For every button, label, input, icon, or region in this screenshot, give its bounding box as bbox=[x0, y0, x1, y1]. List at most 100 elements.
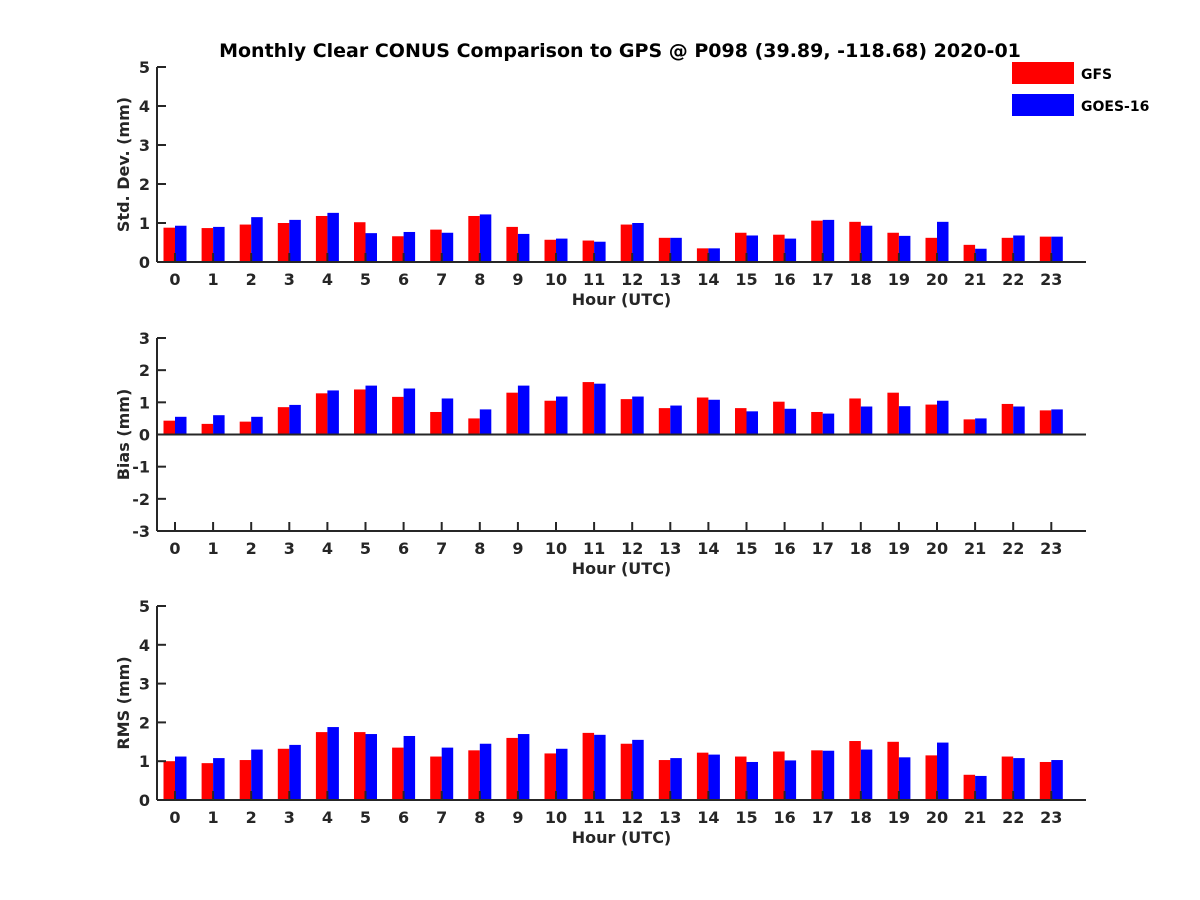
bar-bias-goes16-hour-4 bbox=[327, 390, 339, 435]
bar-bias-gfs-hour-23 bbox=[1039, 410, 1052, 435]
x-tick-label-bias-4: 4 bbox=[322, 539, 333, 558]
bar-rms-gfs-hour-19 bbox=[887, 741, 899, 800]
bar-rms-goes16-hour-1 bbox=[213, 758, 225, 800]
x-tick-label-bias-0: 0 bbox=[169, 539, 180, 558]
x-tick-label-bias-10: 10 bbox=[545, 539, 567, 558]
bar-rms-goes16-hour-14 bbox=[708, 754, 720, 800]
bar-bias-goes16-hour-11 bbox=[594, 383, 606, 435]
legend-swatch-goes16 bbox=[1012, 94, 1074, 116]
bar-std-dev-gfs-hour-20 bbox=[925, 237, 937, 262]
bar-bias-goes16-hour-15 bbox=[746, 411, 758, 435]
bar-rms-goes16-hour-6 bbox=[403, 735, 416, 800]
x-tick-label-bias-18: 18 bbox=[850, 539, 872, 558]
x-tick-label-bias-22: 22 bbox=[1002, 539, 1024, 558]
bar-std-dev-gfs-hour-14 bbox=[696, 248, 709, 262]
bar-bias-gfs-hour-2 bbox=[239, 421, 252, 435]
bar-bias-gfs-hour-12 bbox=[620, 399, 633, 435]
bar-bias-goes16-hour-3 bbox=[289, 404, 301, 435]
x-tick-label-std-dev-4: 4 bbox=[322, 270, 333, 289]
bar-bias-goes16-hour-20 bbox=[937, 400, 949, 435]
x-tick-label-bias-12: 12 bbox=[621, 539, 643, 558]
bar-rms-goes16-hour-12 bbox=[632, 739, 644, 800]
bar-rms-gfs-hour-21 bbox=[963, 774, 976, 800]
bar-bias-gfs-hour-0 bbox=[163, 420, 175, 435]
y-tick-label-std-dev-3: 3 bbox=[139, 136, 150, 155]
bar-bias-gfs-hour-10 bbox=[544, 400, 556, 435]
bar-std-dev-goes16-hour-1 bbox=[213, 226, 225, 262]
bar-rms-goes16-hour-19 bbox=[898, 757, 911, 800]
x-tick-label-std-dev-13: 13 bbox=[659, 270, 681, 289]
bar-rms-gfs-hour-9 bbox=[506, 737, 518, 800]
bar-bias-gfs-hour-13 bbox=[658, 408, 671, 435]
x-tick-label-std-dev-5: 5 bbox=[360, 270, 371, 289]
legend: GFS GOES-16 bbox=[1012, 62, 1149, 116]
bar-std-dev-gfs-hour-1 bbox=[201, 228, 214, 262]
x-tick-label-rms-11: 11 bbox=[583, 808, 605, 827]
x-axis-label-std-dev: Hour (UTC) bbox=[572, 290, 672, 309]
y-tick-label-rms-2: 2 bbox=[139, 713, 150, 732]
x-tick-label-bias-13: 13 bbox=[659, 539, 681, 558]
x-tick-label-bias-5: 5 bbox=[360, 539, 371, 558]
x-tick-label-bias-3: 3 bbox=[284, 539, 295, 558]
bar-std-dev-gfs-hour-11 bbox=[582, 240, 595, 262]
bar-rms-goes16-hour-9 bbox=[517, 734, 530, 800]
x-tick-label-std-dev-19: 19 bbox=[888, 270, 910, 289]
bar-bias-goes16-hour-9 bbox=[517, 385, 530, 435]
bar-bias-goes16-hour-21 bbox=[975, 418, 987, 435]
bar-std-dev-goes16-hour-14 bbox=[708, 248, 720, 262]
x-tick-label-bias-21: 21 bbox=[964, 539, 986, 558]
bar-rms-gfs-hour-20 bbox=[925, 755, 937, 800]
bar-std-dev-gfs-hour-10 bbox=[544, 239, 556, 262]
bar-rms-gfs-hour-11 bbox=[582, 732, 595, 800]
bar-rms-goes16-hour-21 bbox=[975, 775, 987, 800]
x-tick-label-rms-5: 5 bbox=[360, 808, 371, 827]
x-tick-label-std-dev-22: 22 bbox=[1002, 270, 1024, 289]
bar-rms-goes16-hour-7 bbox=[441, 747, 454, 800]
bar-bias-gfs-hour-5 bbox=[354, 389, 366, 435]
y-tick-label-bias-1: 1 bbox=[139, 393, 150, 412]
legend-label-gfs: GFS bbox=[1081, 67, 1112, 83]
y-tick-label-bias--2: -2 bbox=[132, 490, 150, 509]
bar-std-dev-goes16-hour-22 bbox=[1013, 235, 1025, 262]
bar-bias-gfs-hour-20 bbox=[925, 404, 937, 435]
bar-bias-goes16-hour-23 bbox=[1051, 409, 1063, 435]
x-tick-label-bias-8: 8 bbox=[474, 539, 485, 558]
bar-std-dev-goes16-hour-5 bbox=[365, 233, 377, 262]
bar-rms-gfs-hour-15 bbox=[735, 756, 747, 800]
x-tick-label-std-dev-14: 14 bbox=[697, 270, 719, 289]
y-tick-label-std-dev-2: 2 bbox=[139, 175, 150, 194]
bar-bias-gfs-hour-6 bbox=[392, 396, 404, 435]
bar-rms-goes16-hour-23 bbox=[1051, 760, 1063, 800]
x-tick-label-bias-11: 11 bbox=[583, 539, 605, 558]
bar-std-dev-gfs-hour-16 bbox=[773, 234, 785, 262]
x-tick-label-std-dev-20: 20 bbox=[926, 270, 948, 289]
bar-rms-gfs-hour-17 bbox=[811, 750, 823, 800]
x-tick-label-rms-12: 12 bbox=[621, 808, 643, 827]
bar-std-dev-goes16-hour-9 bbox=[517, 233, 530, 262]
bar-std-dev-gfs-hour-21 bbox=[963, 244, 976, 262]
y-tick-label-std-dev-5: 5 bbox=[139, 58, 150, 77]
bar-rms-goes16-hour-16 bbox=[784, 760, 797, 800]
bar-std-dev-gfs-hour-17 bbox=[811, 220, 823, 262]
bar-rms-goes16-hour-18 bbox=[860, 749, 873, 800]
x-tick-label-std-dev-6: 6 bbox=[398, 270, 409, 289]
bar-rms-gfs-hour-5 bbox=[354, 732, 366, 800]
bar-std-dev-gfs-hour-4 bbox=[315, 215, 328, 262]
x-tick-label-bias-23: 23 bbox=[1040, 539, 1062, 558]
x-tick-label-rms-21: 21 bbox=[964, 808, 986, 827]
y-tick-label-rms-3: 3 bbox=[139, 675, 150, 694]
bar-bias-goes16-hour-13 bbox=[670, 405, 682, 435]
bar-bias-goes16-hour-2 bbox=[251, 416, 263, 435]
bar-bias-gfs-hour-15 bbox=[735, 408, 747, 435]
x-tick-label-bias-17: 17 bbox=[812, 539, 834, 558]
bar-rms-goes16-hour-5 bbox=[365, 734, 377, 800]
x-axis-label-rms: Hour (UTC) bbox=[572, 828, 672, 847]
bar-rms-gfs-hour-10 bbox=[544, 753, 556, 800]
x-tick-label-rms-17: 17 bbox=[812, 808, 834, 827]
x-axis-label-bias: Hour (UTC) bbox=[572, 559, 672, 578]
bar-std-dev-gfs-hour-6 bbox=[392, 236, 404, 262]
x-tick-label-bias-20: 20 bbox=[926, 539, 948, 558]
x-tick-label-rms-20: 20 bbox=[926, 808, 948, 827]
x-tick-label-bias-9: 9 bbox=[512, 539, 523, 558]
y-axis-label-std-dev: Std. Dev. (mm) bbox=[114, 97, 133, 232]
